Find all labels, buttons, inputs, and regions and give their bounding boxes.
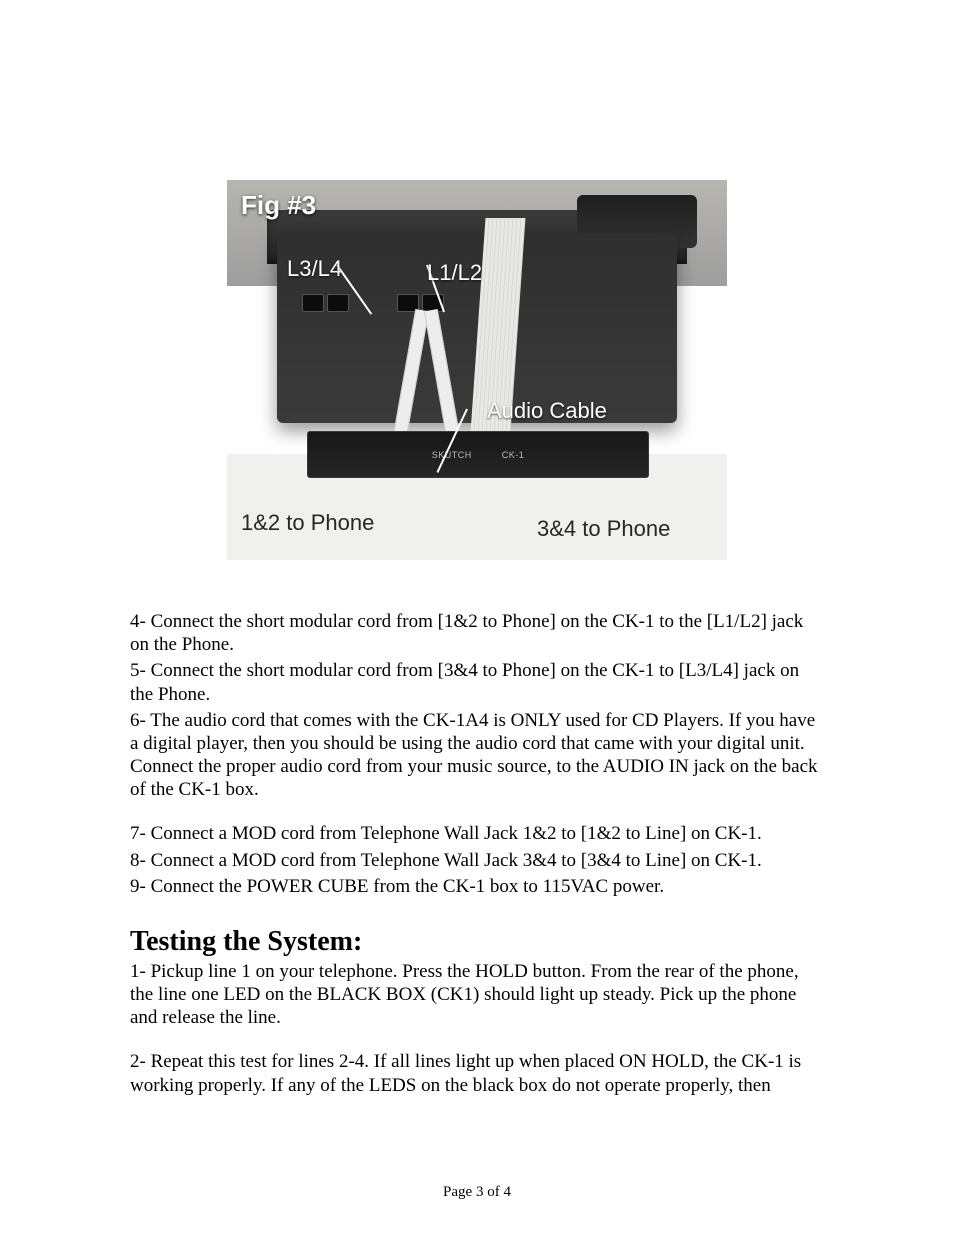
phone-jack-l4 [327,294,349,312]
step-9: 9- Connect the POWER CUBE from the CK-1 … [130,875,824,898]
callout-l3l4: L3/L4 [287,256,342,282]
callout-l1l2: L1/L2 [427,260,482,286]
testing-block: 1- Pickup line 1 on your telephone. Pres… [130,960,824,1097]
step-8: 8- Connect a MOD cord from Telephone Wal… [130,849,824,872]
step-5: 5- Connect the short modular cord from [… [130,659,824,705]
ck1-box: SKUTCH CK-1 [307,431,649,479]
step-7: 7- Connect a MOD cord from Telephone Wal… [130,822,824,845]
testing-step-1: 1- Pickup line 1 on your telephone. Pres… [130,960,824,1030]
callout-3-4-to-phone: 3&4 to Phone [537,516,670,542]
testing-step-2: 2- Repeat this test for lines 2-4. If al… [130,1050,824,1096]
phone-jack-l3 [302,294,324,312]
paragraph-gap [130,804,824,822]
figure-container: SKUTCH CK-1 Fig #3 L3/L4 L1/L2 Audio Cab… [130,180,824,560]
ck1-model-label: CK-1 [502,450,525,460]
ck1-brand-label: SKUTCH [432,450,472,460]
figure-title: Fig #3 [241,190,316,221]
step-4: 4- Connect the short modular cord from [… [130,610,824,656]
callout-1-2-to-phone: 1&2 to Phone [241,510,374,536]
page-footer: Page 3 of 4 [0,1184,954,1201]
callout-audio-cable: Audio Cable [487,398,607,424]
paragraph-gap-2 [130,1032,824,1050]
testing-heading: Testing the System: [130,926,824,958]
instruction-block: 4- Connect the short modular cord from [… [130,610,824,898]
figure-3: SKUTCH CK-1 Fig #3 L3/L4 L1/L2 Audio Cab… [227,180,727,560]
page: SKUTCH CK-1 Fig #3 L3/L4 L1/L2 Audio Cab… [0,0,954,1235]
step-6: 6- The audio cord that comes with the CK… [130,709,824,802]
